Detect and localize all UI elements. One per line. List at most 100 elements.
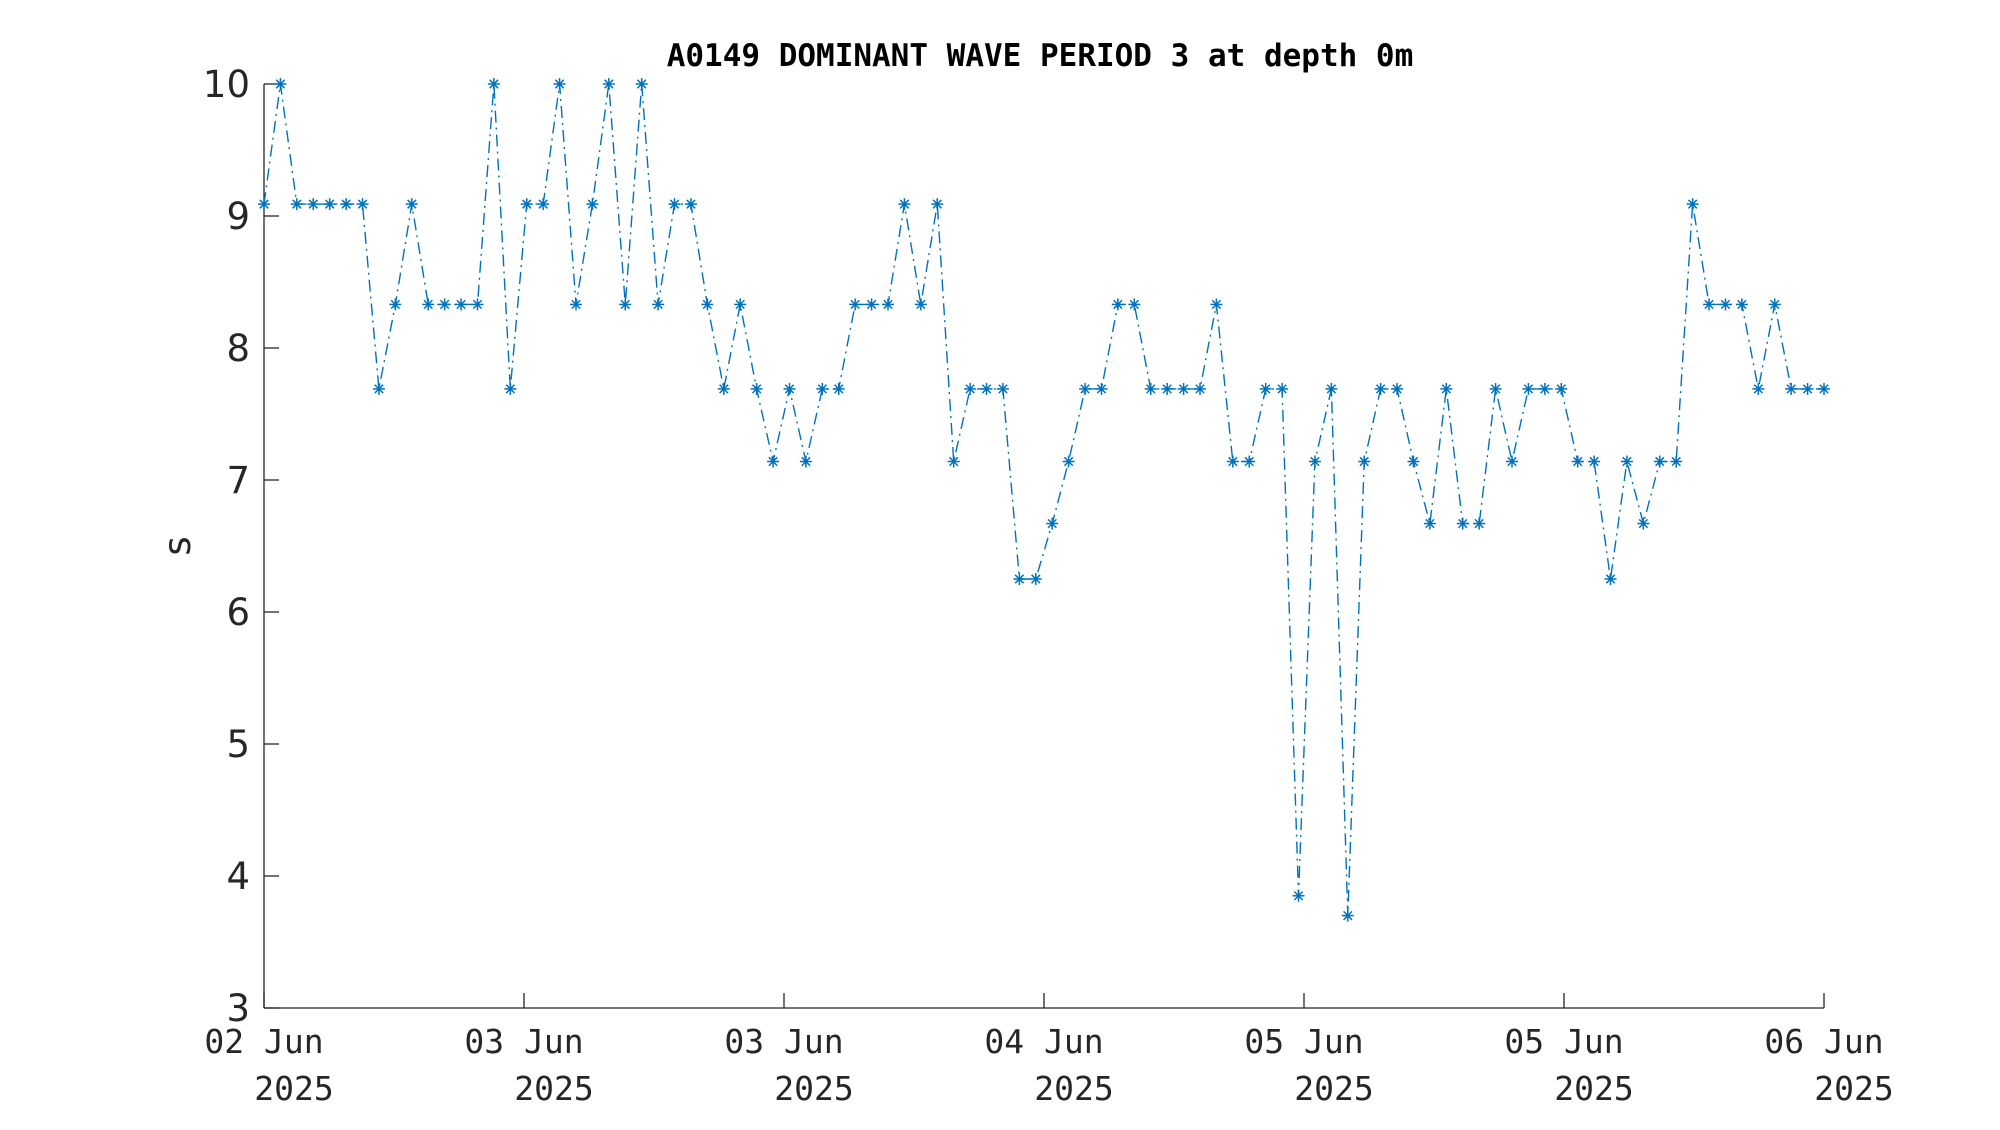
data-point [1653,455,1666,468]
marker-stroke [587,199,598,209]
marker-stroke [1031,574,1041,584]
marker-stroke [883,299,893,310]
data-point [619,298,632,311]
data-point [1407,455,1420,468]
data-point [767,455,780,468]
x-tick-label: 04 Jun [984,1022,1103,1061]
marker-stroke [390,299,401,310]
data-point [1095,382,1108,395]
marker-stroke [1474,518,1484,529]
marker-stroke [1540,384,1550,394]
data-point [455,298,468,311]
data-point [290,198,303,211]
data-point [1226,455,1239,468]
y-tick-label: 6 [226,591,250,634]
data-point [1046,517,1059,530]
marker-stroke [1572,456,1583,467]
marker-stroke [1622,456,1632,467]
data-point [1013,573,1026,585]
data-point [1719,298,1732,311]
data-point [274,78,287,90]
data-point [882,298,894,311]
marker-stroke [1310,456,1320,467]
marker-stroke [1162,384,1172,394]
marker-stroke [341,199,351,209]
data-point [816,382,829,395]
data-point [570,298,582,311]
marker-stroke [308,199,318,209]
data-point [1538,382,1551,395]
data-point [1062,455,1075,468]
data-point [898,198,911,211]
marker-stroke [817,384,828,394]
data-point [1128,298,1141,311]
data-point [1473,517,1486,530]
marker-stroke [1490,384,1501,394]
data-point [389,298,402,311]
marker-stroke [292,199,302,209]
marker-stroke [653,299,663,310]
data-point [1555,382,1568,395]
data-point [1620,455,1633,468]
y-tick-label: 8 [226,327,250,370]
marker-stroke [719,384,729,394]
data-point [1161,382,1174,395]
data-point [750,382,763,395]
data-point [635,78,648,90]
marker-stroke [1408,456,1419,467]
data-point [799,455,812,468]
data-point [1177,382,1190,395]
x-tick-label-year: 2025 [254,1069,333,1108]
data-point [1111,298,1124,311]
data-point [1604,573,1617,585]
marker-stroke [456,299,466,310]
marker-stroke [374,384,384,394]
data-point [1801,382,1814,395]
data-point [652,298,665,311]
marker-stroke [686,199,696,209]
data-point [980,382,993,395]
data-point [1144,382,1157,395]
marker-stroke [472,299,483,310]
data-point [964,382,977,395]
marker-stroke [1786,384,1796,394]
data-point [1243,455,1256,468]
marker-stroke [1770,299,1780,310]
data-point [372,382,385,395]
data-point [1785,382,1798,395]
marker-stroke [801,456,811,467]
data-point [504,382,517,395]
marker-stroke [1195,384,1205,394]
marker-stroke [1802,384,1813,394]
chart-title: A0149 DOMINANT WAVE PERIOD 3 at depth 0m [667,38,1414,74]
y-tick-label: 3 [226,987,250,1030]
x-tick-label-year: 2025 [1034,1069,1113,1108]
marker-stroke [439,299,450,310]
series-line [263,83,1824,916]
data-point [1456,517,1469,530]
y-tick-label: 4 [226,855,250,898]
marker-stroke [1359,456,1369,467]
marker-stroke [1737,299,1747,310]
marker-stroke [522,199,532,209]
y-axis-label: s [156,536,199,555]
marker-stroke [505,384,516,394]
data-point [1637,517,1650,530]
data-point [1522,382,1535,395]
data-point [1735,298,1748,311]
marker-stroke [1441,384,1452,394]
marker-stroke [538,199,548,209]
marker-stroke [1375,384,1386,394]
y-tick-label: 7 [226,459,250,502]
marker-stroke [324,199,335,209]
data-point [1818,382,1830,395]
axes [263,84,1824,1009]
data-point [356,198,369,211]
marker-stroke [620,299,630,310]
data-point [931,198,944,211]
x-tick-label-year: 2025 [774,1069,853,1108]
marker-stroke [423,299,433,310]
data-point [717,382,730,395]
